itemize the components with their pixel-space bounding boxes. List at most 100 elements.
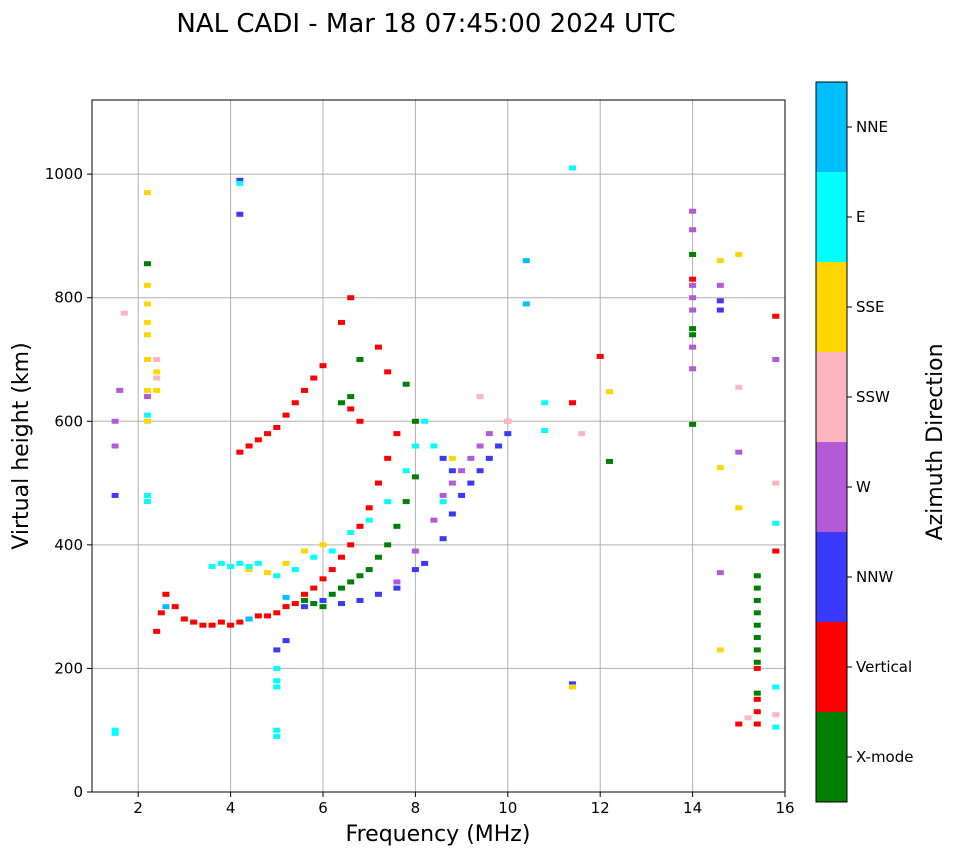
data-point-vertical — [245, 443, 253, 449]
data-point-x-mode — [337, 585, 345, 591]
colorbar-category-label: W — [856, 478, 871, 496]
data-point-x-mode — [689, 326, 697, 332]
data-point-vertical — [254, 613, 262, 619]
data-point-e — [541, 400, 549, 406]
data-point-vertical — [190, 619, 198, 625]
data-point-vertical — [264, 431, 272, 437]
data-point-e — [430, 443, 438, 449]
data-point-nnw — [476, 468, 484, 474]
data-point-e — [273, 573, 281, 579]
data-point-x-mode — [374, 554, 382, 560]
x-tick-label: 6 — [318, 799, 328, 817]
data-point-sse — [143, 301, 151, 307]
data-point-vertical — [153, 628, 161, 634]
colorbar-segment — [816, 622, 847, 712]
data-point-vertical — [291, 400, 299, 406]
data-point-x-mode — [753, 659, 761, 665]
data-point-nnw — [393, 585, 401, 591]
data-point-nnw — [356, 597, 364, 603]
data-point-x-mode — [402, 381, 410, 387]
data-point-w — [430, 517, 438, 523]
data-point-x-mode — [753, 585, 761, 591]
data-point-vertical — [337, 554, 345, 560]
y-axis-ticks: 0 200 400 600 800 1000 — [45, 165, 92, 801]
data-point-x-mode — [753, 635, 761, 641]
colorbar-segment — [816, 262, 847, 352]
data-point-x-mode — [347, 394, 355, 400]
data-point-e — [273, 665, 281, 671]
colorbar-segment — [816, 172, 847, 262]
colorbar-segment — [816, 82, 847, 172]
data-point-w — [111, 418, 119, 424]
x-axis-ticks: 2 4 6 8 10 12 14 16 — [133, 792, 795, 817]
colorbar-category-label: E — [856, 208, 865, 226]
x-tick-label: 2 — [133, 799, 143, 817]
data-point-sse — [143, 387, 151, 393]
data-point-x-mode — [402, 499, 410, 505]
data-point-sse — [143, 418, 151, 424]
data-point-nnw — [504, 431, 512, 437]
data-point-e — [402, 468, 410, 474]
plot-frame — [91, 99, 786, 793]
data-points — [111, 165, 780, 739]
colorbar-category-label: Vertical — [856, 658, 912, 676]
colorbar-category-label: X-mode — [856, 748, 913, 766]
data-point-x-mode — [143, 261, 151, 267]
data-point-e — [236, 560, 244, 566]
colorbar: X-mode Vertical NNW W SSW SSE E NNE — [815, 81, 913, 803]
data-point-e — [208, 563, 216, 569]
data-point-sse — [448, 455, 456, 461]
y-axis-label: Virtual height (km) — [9, 342, 34, 549]
data-point-nnw — [411, 567, 419, 573]
data-point-w — [735, 449, 743, 455]
data-point-vertical — [356, 523, 364, 529]
data-point-nnw — [467, 480, 475, 486]
chart-title: NAL CADI - Mar 18 07:45:00 2024 UTC — [176, 9, 675, 39]
data-point-sse — [143, 332, 151, 338]
grid-lines — [92, 100, 786, 793]
data-point-w — [439, 492, 447, 498]
data-point-e — [291, 567, 299, 573]
data-point-vertical — [162, 591, 170, 597]
data-point-vertical — [310, 375, 318, 381]
data-point-vertical — [236, 449, 244, 455]
data-point-nne — [245, 616, 253, 622]
colorbar-frame — [815, 81, 848, 803]
data-point-vertical — [772, 313, 780, 319]
data-point-x-mode — [753, 647, 761, 653]
data-point-vertical — [291, 601, 299, 607]
data-point-x-mode — [753, 573, 761, 579]
data-point-sse — [735, 251, 743, 257]
data-point-ssw — [772, 480, 780, 486]
x-tick-label: 8 — [411, 799, 421, 817]
data-point-vertical — [384, 455, 392, 461]
data-point-vertical — [217, 619, 225, 625]
data-point-e — [772, 684, 780, 690]
data-point-sse — [153, 387, 161, 393]
y-tick-label: 800 — [54, 289, 83, 307]
data-point-vertical — [735, 721, 743, 727]
data-point-w — [111, 443, 119, 449]
data-point-vertical — [236, 619, 244, 625]
data-point-vertical — [301, 387, 309, 393]
x-tick-label: 14 — [683, 799, 702, 817]
data-point-e — [347, 530, 355, 535]
data-point-vertical — [319, 363, 327, 369]
data-point-w — [689, 307, 697, 313]
data-point-sse — [716, 258, 724, 264]
data-point-e — [384, 499, 392, 505]
data-point-sse — [319, 542, 327, 548]
x-tick-label: 12 — [591, 799, 610, 817]
y-tick-label: 400 — [54, 536, 83, 554]
data-point-vertical — [157, 610, 165, 616]
data-point-vertical — [347, 542, 355, 548]
data-point-e — [143, 499, 151, 505]
data-point-x-mode — [689, 251, 697, 257]
data-point-vertical — [337, 319, 345, 325]
colorbar-segment — [816, 712, 847, 802]
data-point-x-mode — [689, 332, 697, 338]
x-tick-label: 4 — [226, 799, 236, 817]
data-point-x-mode — [605, 458, 613, 464]
data-point-sse — [153, 369, 161, 375]
data-point-x-mode — [753, 597, 761, 603]
